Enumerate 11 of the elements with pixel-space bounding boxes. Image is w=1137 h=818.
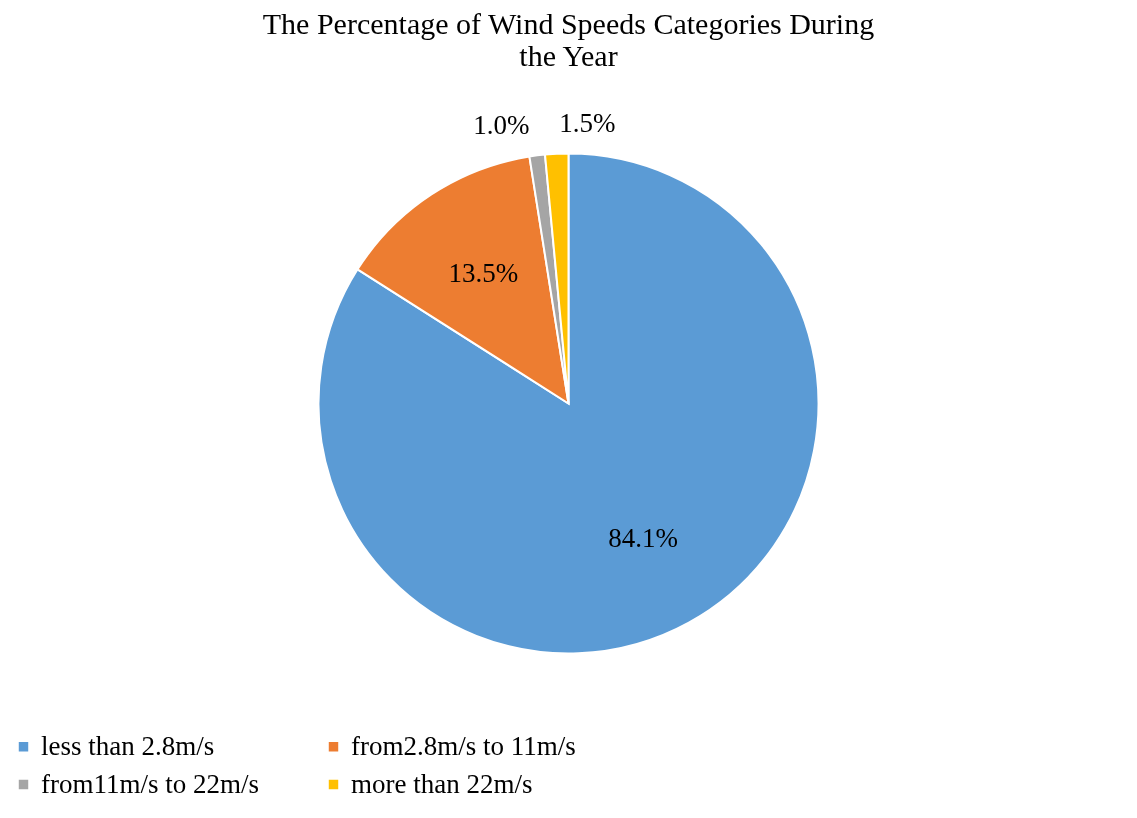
data-label: 13.5% bbox=[448, 257, 519, 288]
data-label: 1.0% bbox=[473, 109, 530, 140]
legend-label: from11m/s to 22m/s bbox=[41, 768, 260, 799]
legend-label: less than 2.8m/s bbox=[41, 730, 215, 761]
legend-label: more than 22m/s bbox=[351, 768, 533, 799]
pie-slice bbox=[317, 152, 820, 655]
data-label: 1.5% bbox=[559, 107, 616, 138]
chart-title: The Percentage of Wind Speeds Categories During the Year bbox=[262, 7, 875, 72]
pie-slice bbox=[356, 155, 570, 405]
legend-label: from2.8m/s to 11m/s bbox=[351, 730, 576, 761]
data-label: 84.1% bbox=[608, 523, 678, 554]
